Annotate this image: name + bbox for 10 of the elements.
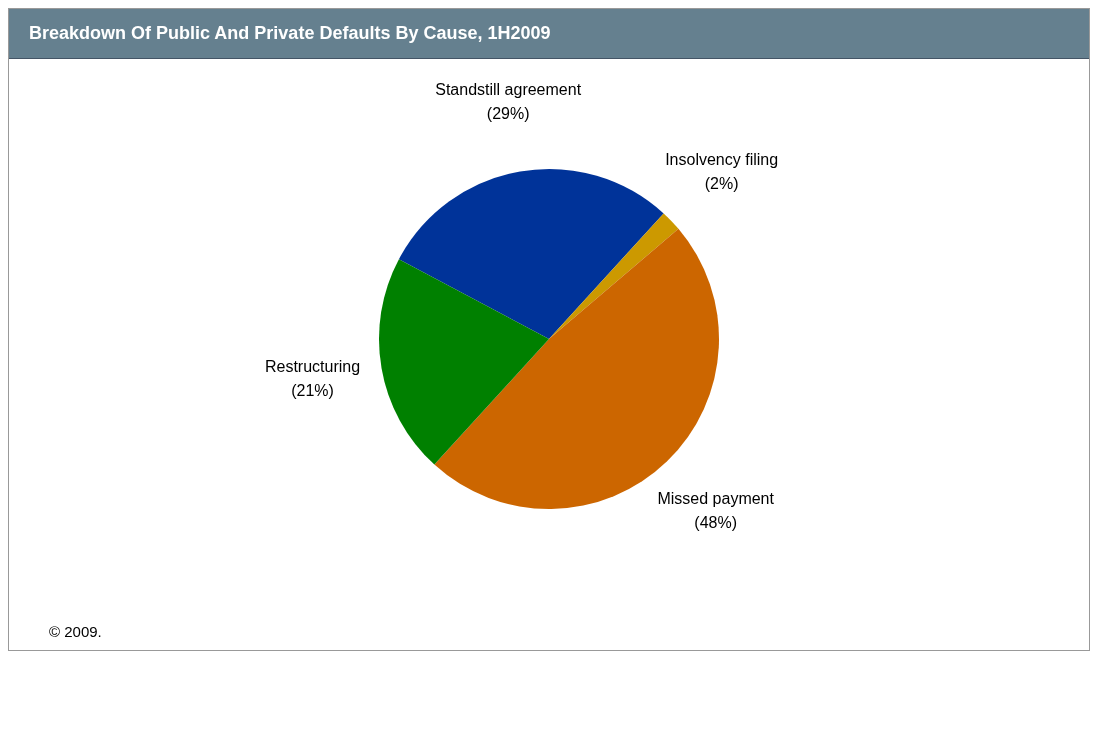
data-label: (29%) (486, 104, 530, 122)
chart-title: Breakdown Of Public And Private Defaults By Cause, 1H2009 (9, 9, 1089, 59)
data-label: (2%) (704, 174, 739, 192)
slice-label: Insolvency filing (665, 150, 779, 168)
slice-label: Restructuring (264, 358, 361, 376)
data-label: (21%) (291, 382, 334, 400)
text: © 2009. (48, 622, 103, 642)
slice-label: Missed payment (657, 490, 775, 508)
data-label: (48%) (694, 514, 738, 532)
slice-label: Standstill agreement (435, 80, 582, 98)
